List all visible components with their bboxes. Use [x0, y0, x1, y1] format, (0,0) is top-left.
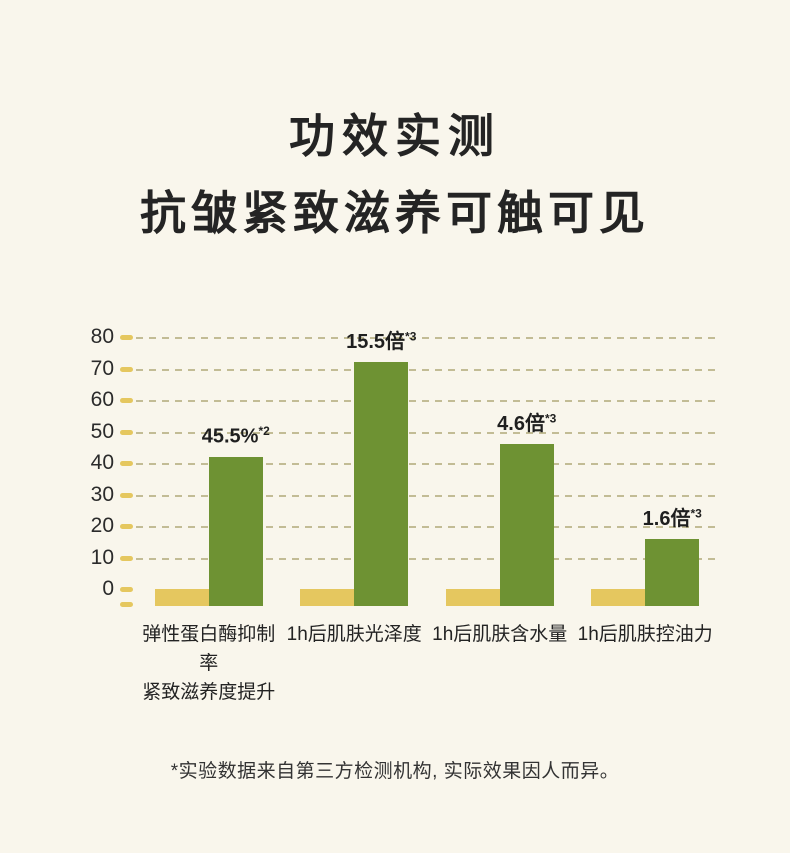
y-tick-label: 30 [90, 482, 114, 506]
x-axis-labels: 弹性蛋白酶抑制率 紧致滋养度提升 1h后肌肤光泽度 1h后肌肤含水量 1h后肌肤控油力 [136, 620, 718, 708]
x-axis-category-label: 1h后肌肤光泽度 [286, 623, 422, 645]
baseline-tick-mark [120, 601, 133, 607]
y-axis: 0 10 20 30 40 50 60 70 80 [82, 325, 133, 607]
y-tick-mark [120, 366, 133, 372]
y-tick-label: 60 [90, 387, 114, 411]
value-bar [354, 361, 409, 606]
y-tick-mark [120, 492, 133, 498]
y-tick-mark [120, 397, 133, 403]
y-tick-mark [120, 460, 133, 466]
bar-group: 45.5%*2 [154, 424, 270, 606]
gridline [136, 368, 718, 371]
plot-area: 45.5%*2 15.5倍*3 4.6倍*3 1.6倍*3 [136, 329, 718, 606]
bar-value-label: 4.6倍*3 [497, 410, 557, 435]
y-tick-mark [120, 555, 133, 561]
value-bar [645, 538, 700, 606]
x-axis-category-label: 弹性蛋白酶抑制率 紧致滋养度提升 [142, 623, 276, 704]
bar-value-label: 1.6倍*3 [642, 505, 702, 530]
y-tick-label: 80 [90, 324, 114, 348]
efficacy-bar-chart: 0 10 20 30 40 50 60 70 80 45.5%*2 15.5倍*3 4.6倍*3 1.… [82, 325, 718, 607]
y-tick-label: 70 [90, 356, 114, 380]
bar-value-note: *3 [405, 328, 417, 343]
bar-group: 4.6倍*3 [445, 411, 556, 606]
value-bar [499, 443, 554, 606]
footnote: *实验数据来自第三方检测机构, 实际效果因人而异。 [170, 760, 620, 782]
gridline [136, 431, 718, 434]
y-tick-label: 0 [102, 576, 114, 600]
baseline-bar [445, 588, 500, 606]
baseline-bar [154, 588, 209, 606]
gridline [136, 336, 718, 339]
header: 功效实测 抗皱紧致滋养可触可见 [0, 0, 790, 238]
gridline [136, 462, 718, 465]
gridline [136, 399, 718, 402]
bar-group: 15.5倍*3 [300, 329, 416, 606]
page-subtitle: 抗皱紧致滋养可触可见 [140, 187, 650, 240]
gridline [136, 525, 718, 528]
y-tick-mark [120, 586, 133, 592]
bar-value-note: *2 [258, 423, 270, 438]
bar-value-label: 45.5%*2 [201, 423, 270, 448]
y-tick-mark [120, 429, 133, 435]
bar-groups: 45.5%*2 15.5倍*3 4.6倍*3 1.6倍*3 [136, 329, 718, 606]
bar-value-note: *3 [690, 505, 702, 520]
gridline [136, 494, 718, 497]
y-tick-label: 40 [90, 450, 114, 474]
bar-value-label: 15.5倍*3 [346, 328, 417, 353]
x-axis-category-label: 1h后肌肤控油力 [577, 623, 713, 645]
bar-value-note: *3 [544, 410, 557, 425]
y-tick-label: 20 [90, 513, 114, 537]
y-tick-mark [120, 523, 133, 529]
value-bar [208, 456, 263, 606]
y-tick-label: 10 [90, 545, 114, 569]
x-axis-category-label: 1h后肌肤含水量 [432, 623, 568, 645]
baseline-bar [591, 588, 646, 606]
gridline [136, 557, 718, 560]
page-title: 功效实测 [289, 110, 501, 162]
y-tick-label: 50 [90, 419, 114, 443]
y-tick-mark [120, 334, 133, 340]
baseline-bar [300, 588, 355, 606]
bar-group: 1.6倍*3 [591, 506, 702, 606]
